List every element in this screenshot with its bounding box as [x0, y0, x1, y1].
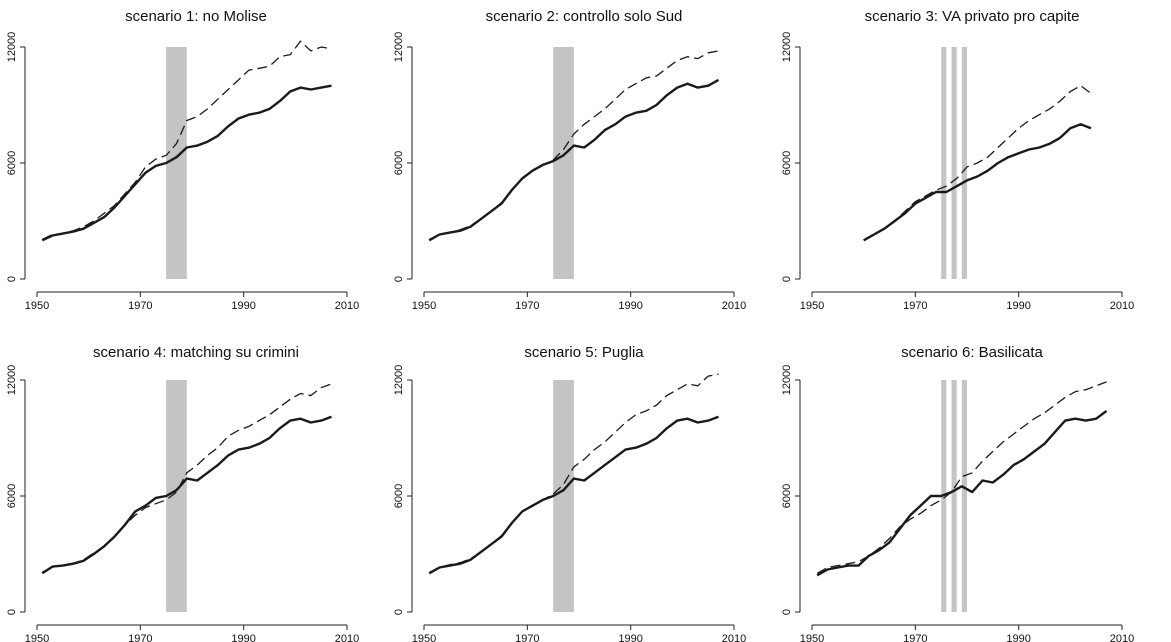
- series-line-solid: [41, 415, 332, 575]
- series-line-solid: [816, 409, 1108, 577]
- series-line-dashed: [428, 50, 719, 240]
- series-line-solid: [428, 415, 719, 575]
- x-tick-label: 2010: [1110, 633, 1134, 642]
- y-tick-label: 6000: [781, 151, 793, 175]
- shaded-period-1: [166, 380, 187, 612]
- y-tick-label: 0: [393, 609, 405, 615]
- x-tick-label: 2010: [722, 300, 746, 312]
- chart-title: scenario 4: matching su crimini: [93, 344, 299, 361]
- x-tick-label: 1950: [800, 300, 824, 312]
- series-line-dashed: [428, 373, 719, 573]
- y-tick-label: 12000: [6, 32, 18, 63]
- chart-panel-3: scenario 3: VA privato pro capite 1950 197…: [781, 8, 1134, 312]
- x-tick-label: 1970: [515, 633, 539, 642]
- series-line-solid: [41, 84, 332, 242]
- x-tick-label: 1990: [1006, 633, 1030, 642]
- chart-panel-4: scenario 4: matching su crimini 1950 1970 1…: [6, 344, 359, 642]
- y-tick-label: 0: [781, 609, 793, 615]
- series-line-dashed: [863, 84, 1092, 241]
- x-tick-label: 1990: [1006, 300, 1030, 312]
- chart-panel-6: scenario 6: Basilicata 1950 1970 1990 2010 0 6…: [781, 344, 1134, 642]
- chart-title: scenario 3: VA privato pro capite: [865, 8, 1080, 25]
- shaded-period-2: [951, 47, 957, 279]
- y-tick-label: 12000: [781, 32, 793, 63]
- y-tick-label: 12000: [393, 365, 405, 396]
- chart-title: scenario 2: controllo solo Sud: [486, 8, 683, 25]
- shaded-period-1: [553, 47, 574, 279]
- y-tick-label: 0: [393, 276, 405, 282]
- chart-panel-5: scenario 5: Puglia 1950 1970 1990 2010 0 6000 1…: [393, 344, 746, 642]
- y-tick-label: 12000: [6, 365, 18, 396]
- y-tick-label: 12000: [393, 32, 405, 63]
- x-tick-label: 2010: [335, 633, 359, 642]
- shaded-period-1: [553, 380, 574, 612]
- x-tick-label: 1970: [903, 633, 927, 642]
- y-tick-label: 6000: [393, 484, 405, 508]
- x-tick-label: 1950: [25, 633, 49, 642]
- x-tick-label: 2010: [722, 633, 746, 642]
- x-tick-label: 1990: [231, 300, 255, 312]
- y-tick-label: 0: [6, 609, 18, 615]
- x-tick-label: 1970: [128, 300, 152, 312]
- series-line-dashed: [41, 383, 332, 573]
- y-tick-label: 6000: [781, 484, 793, 508]
- series-line-solid: [863, 123, 1092, 242]
- chart-panel-1: scenario 1: no Molise 1950 1970 1990 2010 0 60…: [6, 8, 359, 312]
- x-tick-label: 2010: [335, 300, 359, 312]
- x-tick-label: 1950: [800, 633, 824, 642]
- x-tick-label: 1950: [412, 300, 436, 312]
- x-tick-label: 1970: [903, 300, 927, 312]
- chart-title: scenario 1: no Molise: [125, 8, 267, 25]
- x-tick-label: 1950: [25, 300, 49, 312]
- x-tick-label: 2010: [1110, 300, 1134, 312]
- x-tick-label: 1970: [128, 633, 152, 642]
- shaded-period-1: [941, 47, 947, 279]
- y-tick-label: 6000: [6, 484, 18, 508]
- y-tick-label: 6000: [393, 151, 405, 175]
- x-tick-label: 1950: [412, 633, 436, 642]
- chart-panel-2: scenario 2: controllo solo Sud 1950 1970 19…: [393, 8, 746, 312]
- x-tick-label: 1990: [618, 633, 642, 642]
- series-line-dashed: [816, 381, 1107, 574]
- x-tick-label: 1970: [515, 300, 539, 312]
- y-tick-label: 0: [6, 276, 18, 282]
- series-line-dashed: [41, 40, 332, 240]
- x-tick-label: 1990: [618, 300, 642, 312]
- y-tick-label: 0: [781, 276, 793, 282]
- x-tick-label: 1990: [231, 633, 255, 642]
- y-tick-label: 12000: [781, 365, 793, 396]
- shaded-period-1: [166, 47, 187, 279]
- shaded-period-3: [961, 47, 967, 279]
- shaded-period-3: [961, 380, 967, 612]
- chart-title: scenario 6: Basilicata: [901, 344, 1043, 361]
- series-line-solid: [428, 78, 720, 242]
- y-tick-label: 6000: [6, 151, 18, 175]
- shaded-period-2: [951, 380, 957, 612]
- chart-title: scenario 5: Puglia: [524, 344, 644, 361]
